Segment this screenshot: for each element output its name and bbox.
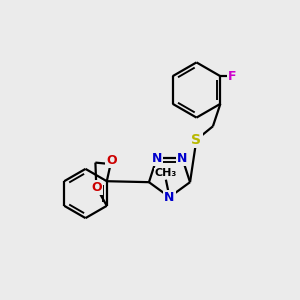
Text: N: N bbox=[164, 190, 175, 204]
Text: F: F bbox=[228, 70, 236, 83]
Text: S: S bbox=[191, 133, 201, 147]
Text: N: N bbox=[177, 152, 188, 164]
Text: CH₃: CH₃ bbox=[155, 168, 177, 178]
Text: N: N bbox=[152, 152, 162, 164]
Text: O: O bbox=[106, 154, 117, 167]
Text: O: O bbox=[91, 181, 102, 194]
